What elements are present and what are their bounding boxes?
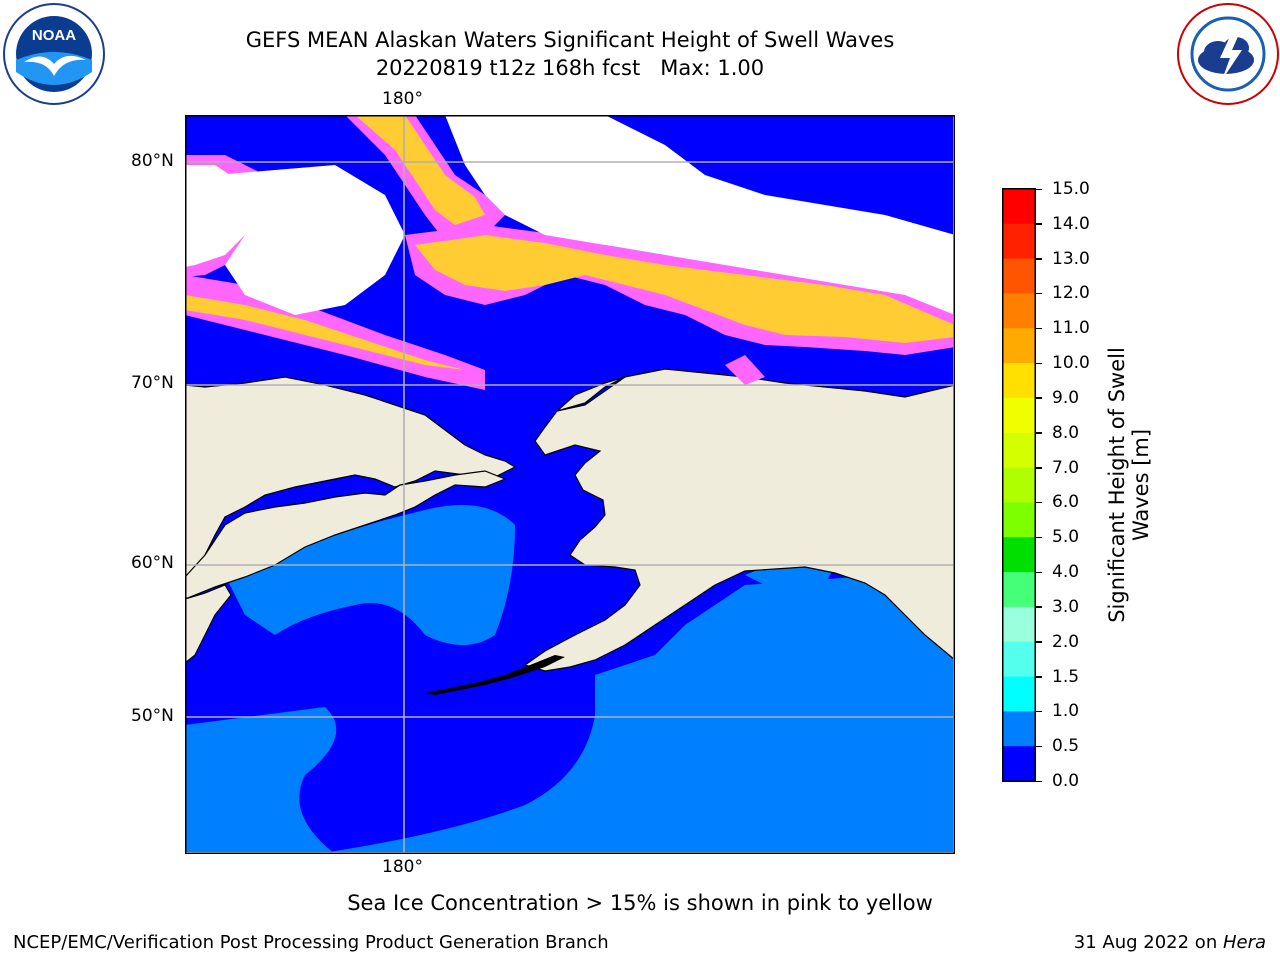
colorbar-tick-mark <box>1036 327 1042 330</box>
colorbar-tick-label: 7.0 <box>1052 457 1080 478</box>
colorbar-label-line2: Waves [m] <box>1129 428 1153 542</box>
lat-label-70n: 70°N <box>131 373 174 393</box>
lon-label-top: 180° <box>382 89 423 109</box>
colorbar-label-line1: Significant Height of Swell <box>1105 347 1129 623</box>
colorbar-tick-mark <box>1036 223 1042 225</box>
colorbar-tick-label: 10.0 <box>1052 353 1090 374</box>
colorbar-tick-label: 12.0 <box>1052 283 1090 304</box>
colorbar-tick-label: 11.0 <box>1052 318 1090 339</box>
land-aleutians <box>425 655 565 695</box>
colorbar-tick-label: 4.0 <box>1052 562 1080 583</box>
land-alaska <box>523 368 953 672</box>
colorbar-tick-mark <box>1036 745 1042 748</box>
ocean-region-light <box>328 570 953 852</box>
graticule <box>185 115 953 852</box>
sea-ice-note: Sea Ice Concentration > 15% is shown in … <box>0 891 1280 915</box>
map-title-line2: 20220819 t12z 168h fcst Max: 1.00 <box>375 56 765 80</box>
colorbar-tick-mark <box>1036 292 1042 295</box>
colorbar-segment <box>1003 572 1035 608</box>
colorbar-tick-mark <box>1036 780 1042 782</box>
noaa-logo: NOAA <box>3 3 105 105</box>
colorbar-tick-label: 9.0 <box>1052 387 1080 408</box>
colorbar-tick-label: 8.0 <box>1052 422 1080 443</box>
colorbar-tick-mark <box>1036 362 1042 365</box>
colorbar-tick-mark <box>1036 641 1042 643</box>
lon-label-bottom: 180° <box>382 857 423 877</box>
colorbar-segment <box>1003 363 1035 399</box>
colorbar-tick-mark <box>1036 188 1042 190</box>
colorbar-segment <box>1003 746 1035 782</box>
colorbar-tick-label: 6.0 <box>1052 492 1080 513</box>
colorbar <box>1002 188 1036 782</box>
colorbar-tick-mark <box>1036 501 1042 504</box>
colorbar-tick-mark <box>1036 397 1042 399</box>
colorbar-segment <box>1003 328 1035 364</box>
colorbar-tick-label: 13.0 <box>1052 248 1090 269</box>
colorbar-segment <box>1003 397 1035 434</box>
colorbar-frame <box>1002 188 1036 782</box>
land-siberia <box>185 376 517 578</box>
colorbar-segment <box>1003 432 1035 469</box>
colorbar-tick-mark <box>1036 536 1042 539</box>
colorbar-label: Significant Height of Swell Waves [m] <box>1105 347 1153 623</box>
colorbar-tick-label: 5.0 <box>1052 527 1080 548</box>
footer-machine: Hera <box>1222 932 1266 953</box>
footer-credit: NCEP/EMC/Verification Post Processing Pr… <box>13 932 609 953</box>
colorbar-segment <box>1003 641 1035 678</box>
colorbar-tick-mark <box>1036 571 1042 574</box>
footer-timestamp: 31 Aug 2022 on Hera <box>1074 932 1266 953</box>
map-frame <box>185 115 955 854</box>
colorbar-segment <box>1003 537 1035 573</box>
colorbar-tick-label: 2.0 <box>1052 631 1080 652</box>
sea-ice <box>185 115 953 390</box>
land-kamchatka <box>185 584 232 664</box>
colorbar-tick-label: 1.5 <box>1052 666 1080 687</box>
colorbar-segment <box>1003 502 1035 538</box>
colorbar-tick-label: 14.0 <box>1052 213 1090 234</box>
colorbar-segment <box>1003 258 1035 294</box>
colorbar-segment <box>1003 189 1035 225</box>
svg-text:NOAA: NOAA <box>32 27 76 44</box>
ocean-region-light <box>225 505 515 645</box>
colorbar-tick-mark <box>1036 258 1042 260</box>
sea-ice-note-text: Sea Ice Concentration > 15% is shown in … <box>347 891 933 915</box>
colorbar-segment <box>1003 711 1035 747</box>
colorbar-segment <box>1003 467 1035 503</box>
lat-label-50n: 50°N <box>131 706 174 726</box>
colorbar-segment <box>1003 293 1035 329</box>
colorbar-tick-label: 3.0 <box>1052 596 1080 617</box>
colorbar-tick-label: 0.5 <box>1052 736 1080 757</box>
colorbar-tick-mark <box>1036 710 1042 713</box>
colorbar-segment <box>1003 606 1035 643</box>
ocean-region-light <box>185 707 337 852</box>
colorbar-tick-mark <box>1036 606 1042 608</box>
colorbar-tick-label: 15.0 <box>1052 179 1090 199</box>
nws-logo <box>1177 3 1279 105</box>
colorbar-tick-mark <box>1036 676 1042 678</box>
lat-label-60n: 60°N <box>131 553 174 573</box>
land-chukotka <box>185 470 507 600</box>
colorbar-tick-label: 1.0 <box>1052 701 1080 722</box>
colorbar-tick-mark <box>1036 467 1042 469</box>
lat-label-80n: 80°N <box>131 151 174 171</box>
colorbar-segment <box>1003 223 1035 260</box>
colorbar-segment <box>1003 676 1035 712</box>
footer-date: 31 Aug 2022 on <box>1073 932 1223 953</box>
map-title-line1: GEFS MEAN Alaskan Waters Significant Hei… <box>245 28 895 52</box>
map-panel <box>185 115 955 854</box>
colorbar-tick-mark <box>1036 432 1042 434</box>
colorbar-tick-label: 0.0 <box>1052 771 1080 791</box>
